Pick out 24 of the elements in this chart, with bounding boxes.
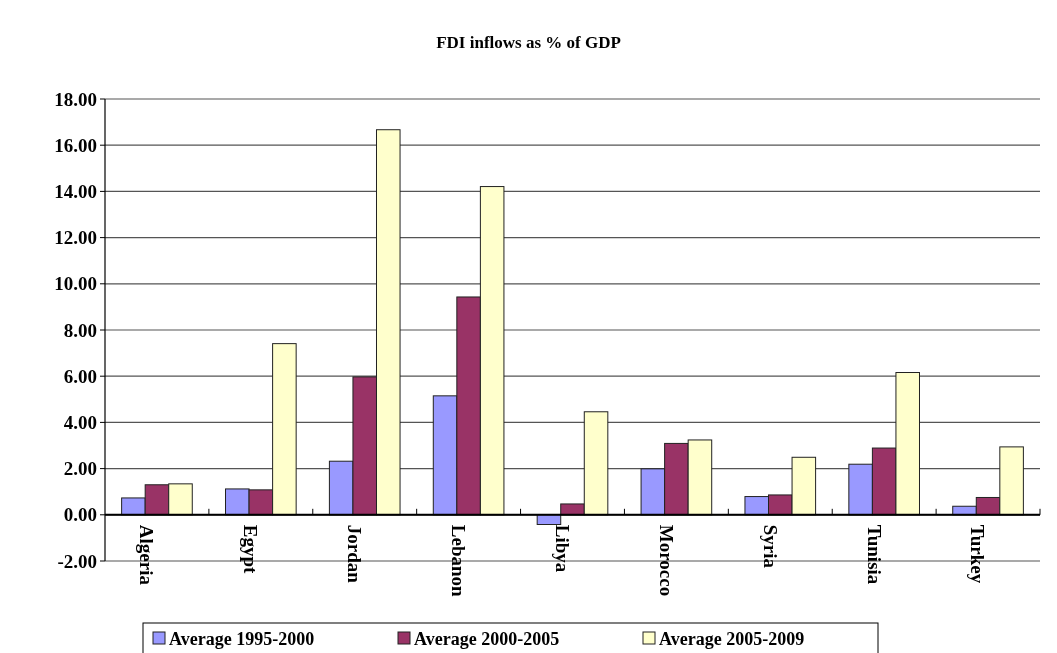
y-tick-label: 0.00 <box>63 504 97 526</box>
x-tick-label: Tunisia <box>863 524 885 585</box>
x-tick-label: Morocco <box>655 524 677 597</box>
y-tick-label: 18.00 <box>54 88 97 110</box>
y-tick-label: 6.00 <box>63 365 97 387</box>
y-tick-label: 12.00 <box>54 227 97 249</box>
x-tick-label: Jordan <box>344 524 366 584</box>
x-tick-label: Lebanon <box>447 524 469 598</box>
y-tick-label: 4.00 <box>63 412 97 434</box>
y-tick-label: 2.00 <box>63 458 97 480</box>
y-tick-label: 8.00 <box>63 319 97 341</box>
x-tick-label: Libya <box>551 524 573 573</box>
x-tick-label: Syria <box>759 524 781 569</box>
x-tick-label: Egypt <box>240 524 262 575</box>
x-tick-label: Algeria <box>136 524 158 586</box>
legend-label: Average 2000-2005 <box>414 629 560 650</box>
y-tick-label: 10.00 <box>54 273 97 295</box>
legend-label: Average 1995-2000 <box>169 629 315 650</box>
chart-title: FDI inflows as % of GDP <box>436 33 621 52</box>
x-tick-label: Turkey <box>967 524 989 584</box>
legend-label: Average 2005-2009 <box>659 629 805 650</box>
y-tick-label: 16.00 <box>54 134 97 156</box>
y-tick-label: 14.00 <box>54 181 97 203</box>
y-tick-label: -2.00 <box>57 550 97 572</box>
